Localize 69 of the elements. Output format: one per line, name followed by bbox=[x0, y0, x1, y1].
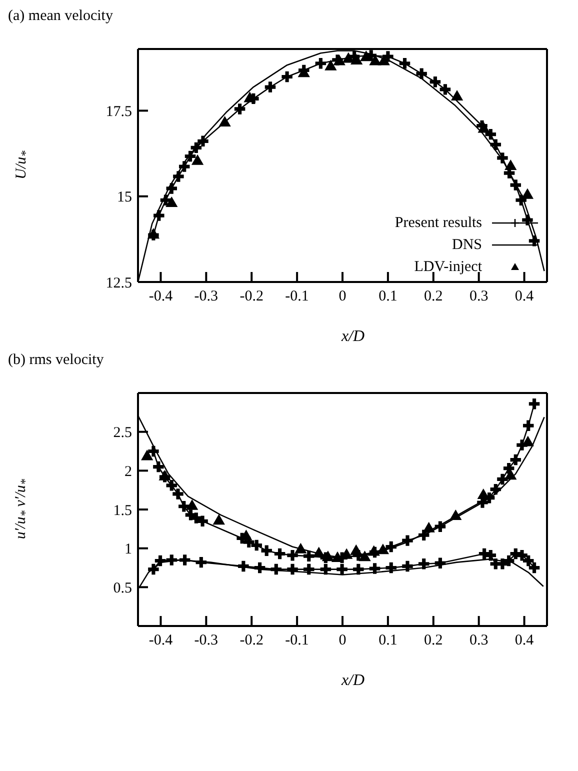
point bbox=[336, 564, 348, 575]
point bbox=[523, 420, 534, 431]
point bbox=[369, 563, 380, 574]
x-tick-label: -0.2 bbox=[240, 632, 264, 649]
x-tick-label: 0.2 bbox=[424, 632, 443, 649]
y-tick-label: 1.5 bbox=[113, 502, 132, 519]
x-tick-label: 0 bbox=[338, 632, 346, 649]
point bbox=[264, 82, 276, 92]
point bbox=[166, 196, 178, 208]
y-tick-label: 2.5 bbox=[113, 425, 132, 442]
point bbox=[166, 480, 177, 491]
x-tick-label: -0.1 bbox=[285, 632, 309, 649]
x-axis-title: x/D bbox=[340, 328, 366, 346]
x-tick-label: 0.3 bbox=[469, 288, 488, 305]
x-tick-label: 0 bbox=[338, 288, 346, 305]
x-tick-label: 0.3 bbox=[469, 632, 488, 649]
point bbox=[287, 564, 298, 575]
legend-label: DNS bbox=[452, 236, 482, 254]
point bbox=[497, 474, 508, 485]
point bbox=[287, 550, 298, 561]
point bbox=[251, 540, 262, 551]
point bbox=[416, 68, 427, 80]
x-tick-label: -0.4 bbox=[148, 288, 174, 305]
y-tick-label: 1 bbox=[124, 542, 132, 558]
point bbox=[353, 564, 364, 575]
chart-title: (b) rms velocity bbox=[8, 352, 105, 370]
point bbox=[153, 461, 164, 472]
y-tick-label: 15 bbox=[117, 190, 132, 206]
y-tick-label: 2 bbox=[124, 464, 132, 480]
point bbox=[504, 160, 517, 170]
x-tick-label: 0.4 bbox=[514, 288, 534, 305]
point bbox=[528, 398, 540, 410]
point bbox=[261, 545, 272, 556]
x-tick-label: -0.3 bbox=[194, 632, 218, 649]
point bbox=[528, 562, 540, 574]
x-tick-label: -0.2 bbox=[240, 288, 264, 305]
point bbox=[430, 76, 441, 88]
point bbox=[440, 84, 451, 95]
x-tick-label: -0.1 bbox=[285, 288, 309, 305]
x-tick-label: 0.4 bbox=[514, 632, 534, 649]
point bbox=[485, 128, 496, 140]
point bbox=[172, 488, 184, 500]
x-axis-title: x/D bbox=[340, 672, 366, 690]
point bbox=[510, 454, 522, 466]
point bbox=[402, 560, 413, 572]
point bbox=[402, 535, 413, 546]
y-tick-label: 12.5 bbox=[106, 275, 132, 292]
point bbox=[399, 58, 410, 69]
point bbox=[178, 501, 190, 512]
x-tick-label: 0.1 bbox=[378, 632, 398, 649]
point bbox=[154, 210, 164, 221]
legend-label: Present results bbox=[394, 214, 482, 232]
chart-title: (a) mean velocity bbox=[8, 8, 114, 26]
point bbox=[523, 555, 534, 566]
x-tick-label: 0.1 bbox=[378, 288, 398, 305]
x-tick-label: 0.2 bbox=[424, 288, 443, 305]
point bbox=[274, 548, 286, 560]
x-tick-label: -0.4 bbox=[148, 632, 174, 649]
point bbox=[497, 152, 508, 164]
legend-label: LDV-inject bbox=[414, 258, 482, 276]
point bbox=[304, 550, 314, 562]
point bbox=[315, 58, 326, 69]
x-tick-label: -0.3 bbox=[194, 288, 218, 305]
point bbox=[282, 71, 292, 82]
y-tick-label: 17.5 bbox=[106, 104, 132, 120]
point bbox=[516, 550, 528, 561]
point bbox=[197, 516, 208, 527]
point bbox=[234, 104, 246, 114]
y-tick-label: 0.5 bbox=[113, 580, 132, 596]
